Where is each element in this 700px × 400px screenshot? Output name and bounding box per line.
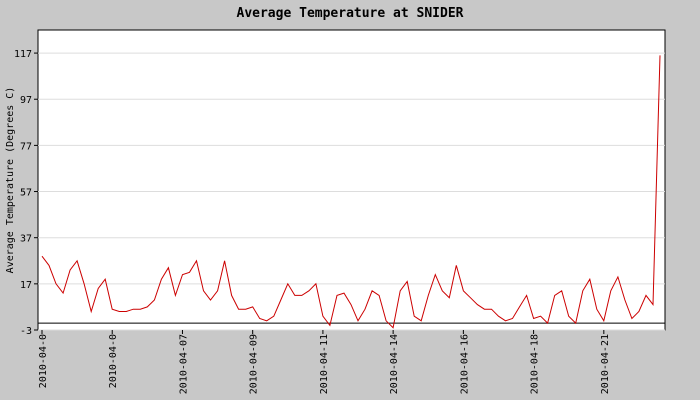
y-tick-label: 57 bbox=[20, 188, 32, 199]
y-tick-label: -3 bbox=[20, 326, 32, 337]
y-tick-label: 17 bbox=[20, 280, 32, 291]
x-tick-label: 2010-04-14 bbox=[389, 334, 400, 394]
line-series bbox=[41, 55, 661, 329]
y-tick-label: 77 bbox=[20, 141, 32, 152]
x-tick-label: 2010-04-11 bbox=[319, 334, 330, 394]
x-tick-label: 2010-04-0 bbox=[108, 334, 119, 388]
x-tick-label: 2010-04-0 bbox=[38, 334, 49, 388]
x-tick-label: 2010-04-07 bbox=[178, 334, 189, 394]
y-tick-label: 117 bbox=[14, 49, 32, 60]
x-tick-label: 2010-04-16 bbox=[459, 334, 470, 394]
plot-area bbox=[37, 29, 666, 331]
x-tick-label: 2010-04-18 bbox=[530, 334, 541, 394]
chart-title: Average Temperature at SNIDER bbox=[237, 6, 464, 21]
y-tick-label: 97 bbox=[20, 95, 32, 106]
y-tick-label: 37 bbox=[20, 234, 32, 245]
x-tick-label: 2010-04-09 bbox=[249, 334, 260, 394]
x-tick-label: 2010-04-21 bbox=[600, 334, 611, 394]
y-axis-label: Average Temperature (Degrees C) bbox=[5, 87, 16, 274]
